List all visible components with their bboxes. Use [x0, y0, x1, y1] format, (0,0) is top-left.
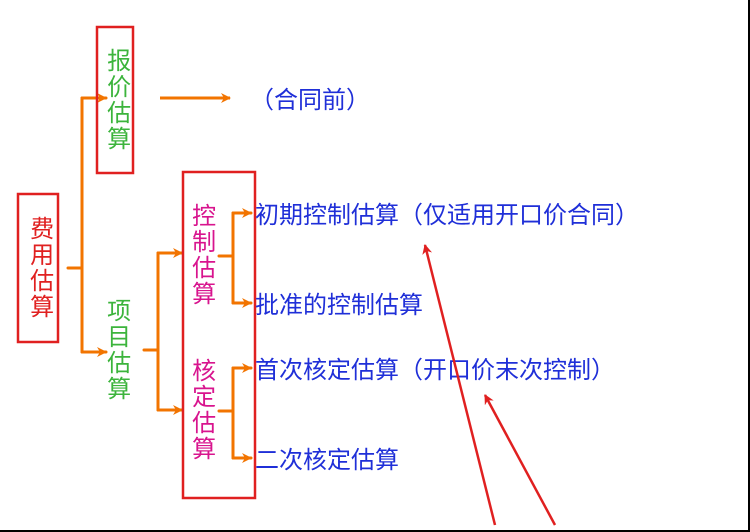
node-root: 费用估算	[18, 188, 58, 348]
node-verify-label: 核定估算	[180, 330, 220, 490]
node-project: 项目估算	[95, 270, 135, 430]
node-leaf-initial-control: 初期控制估算（仅适用开口价合同）	[255, 202, 639, 229]
node-ctrl: 控制估算	[180, 175, 220, 335]
node-verify: 核定估算	[180, 330, 220, 490]
node-root-label: 费用估算	[18, 188, 58, 348]
node-leaf-approved-control: 批准的控制估算	[255, 292, 423, 319]
flow-diagram: 费用估算报价估算项目估算 控制估算核定估算 （合同前） 初期控制估算（仅适用开口价合同…	[0, 0, 750, 532]
node-leaf-first-verify: 首次核定估算（开口价末次控制）	[255, 357, 615, 384]
node-contract: （合同前）	[250, 87, 370, 114]
node-quote-label: 报价估算	[95, 20, 135, 180]
node-leaf-second-verify: 二次核定估算	[255, 447, 399, 474]
node-project-label: 项目估算	[95, 270, 135, 430]
node-ctrl-label: 控制估算	[180, 175, 220, 335]
node-quote: 报价估算	[95, 20, 135, 180]
